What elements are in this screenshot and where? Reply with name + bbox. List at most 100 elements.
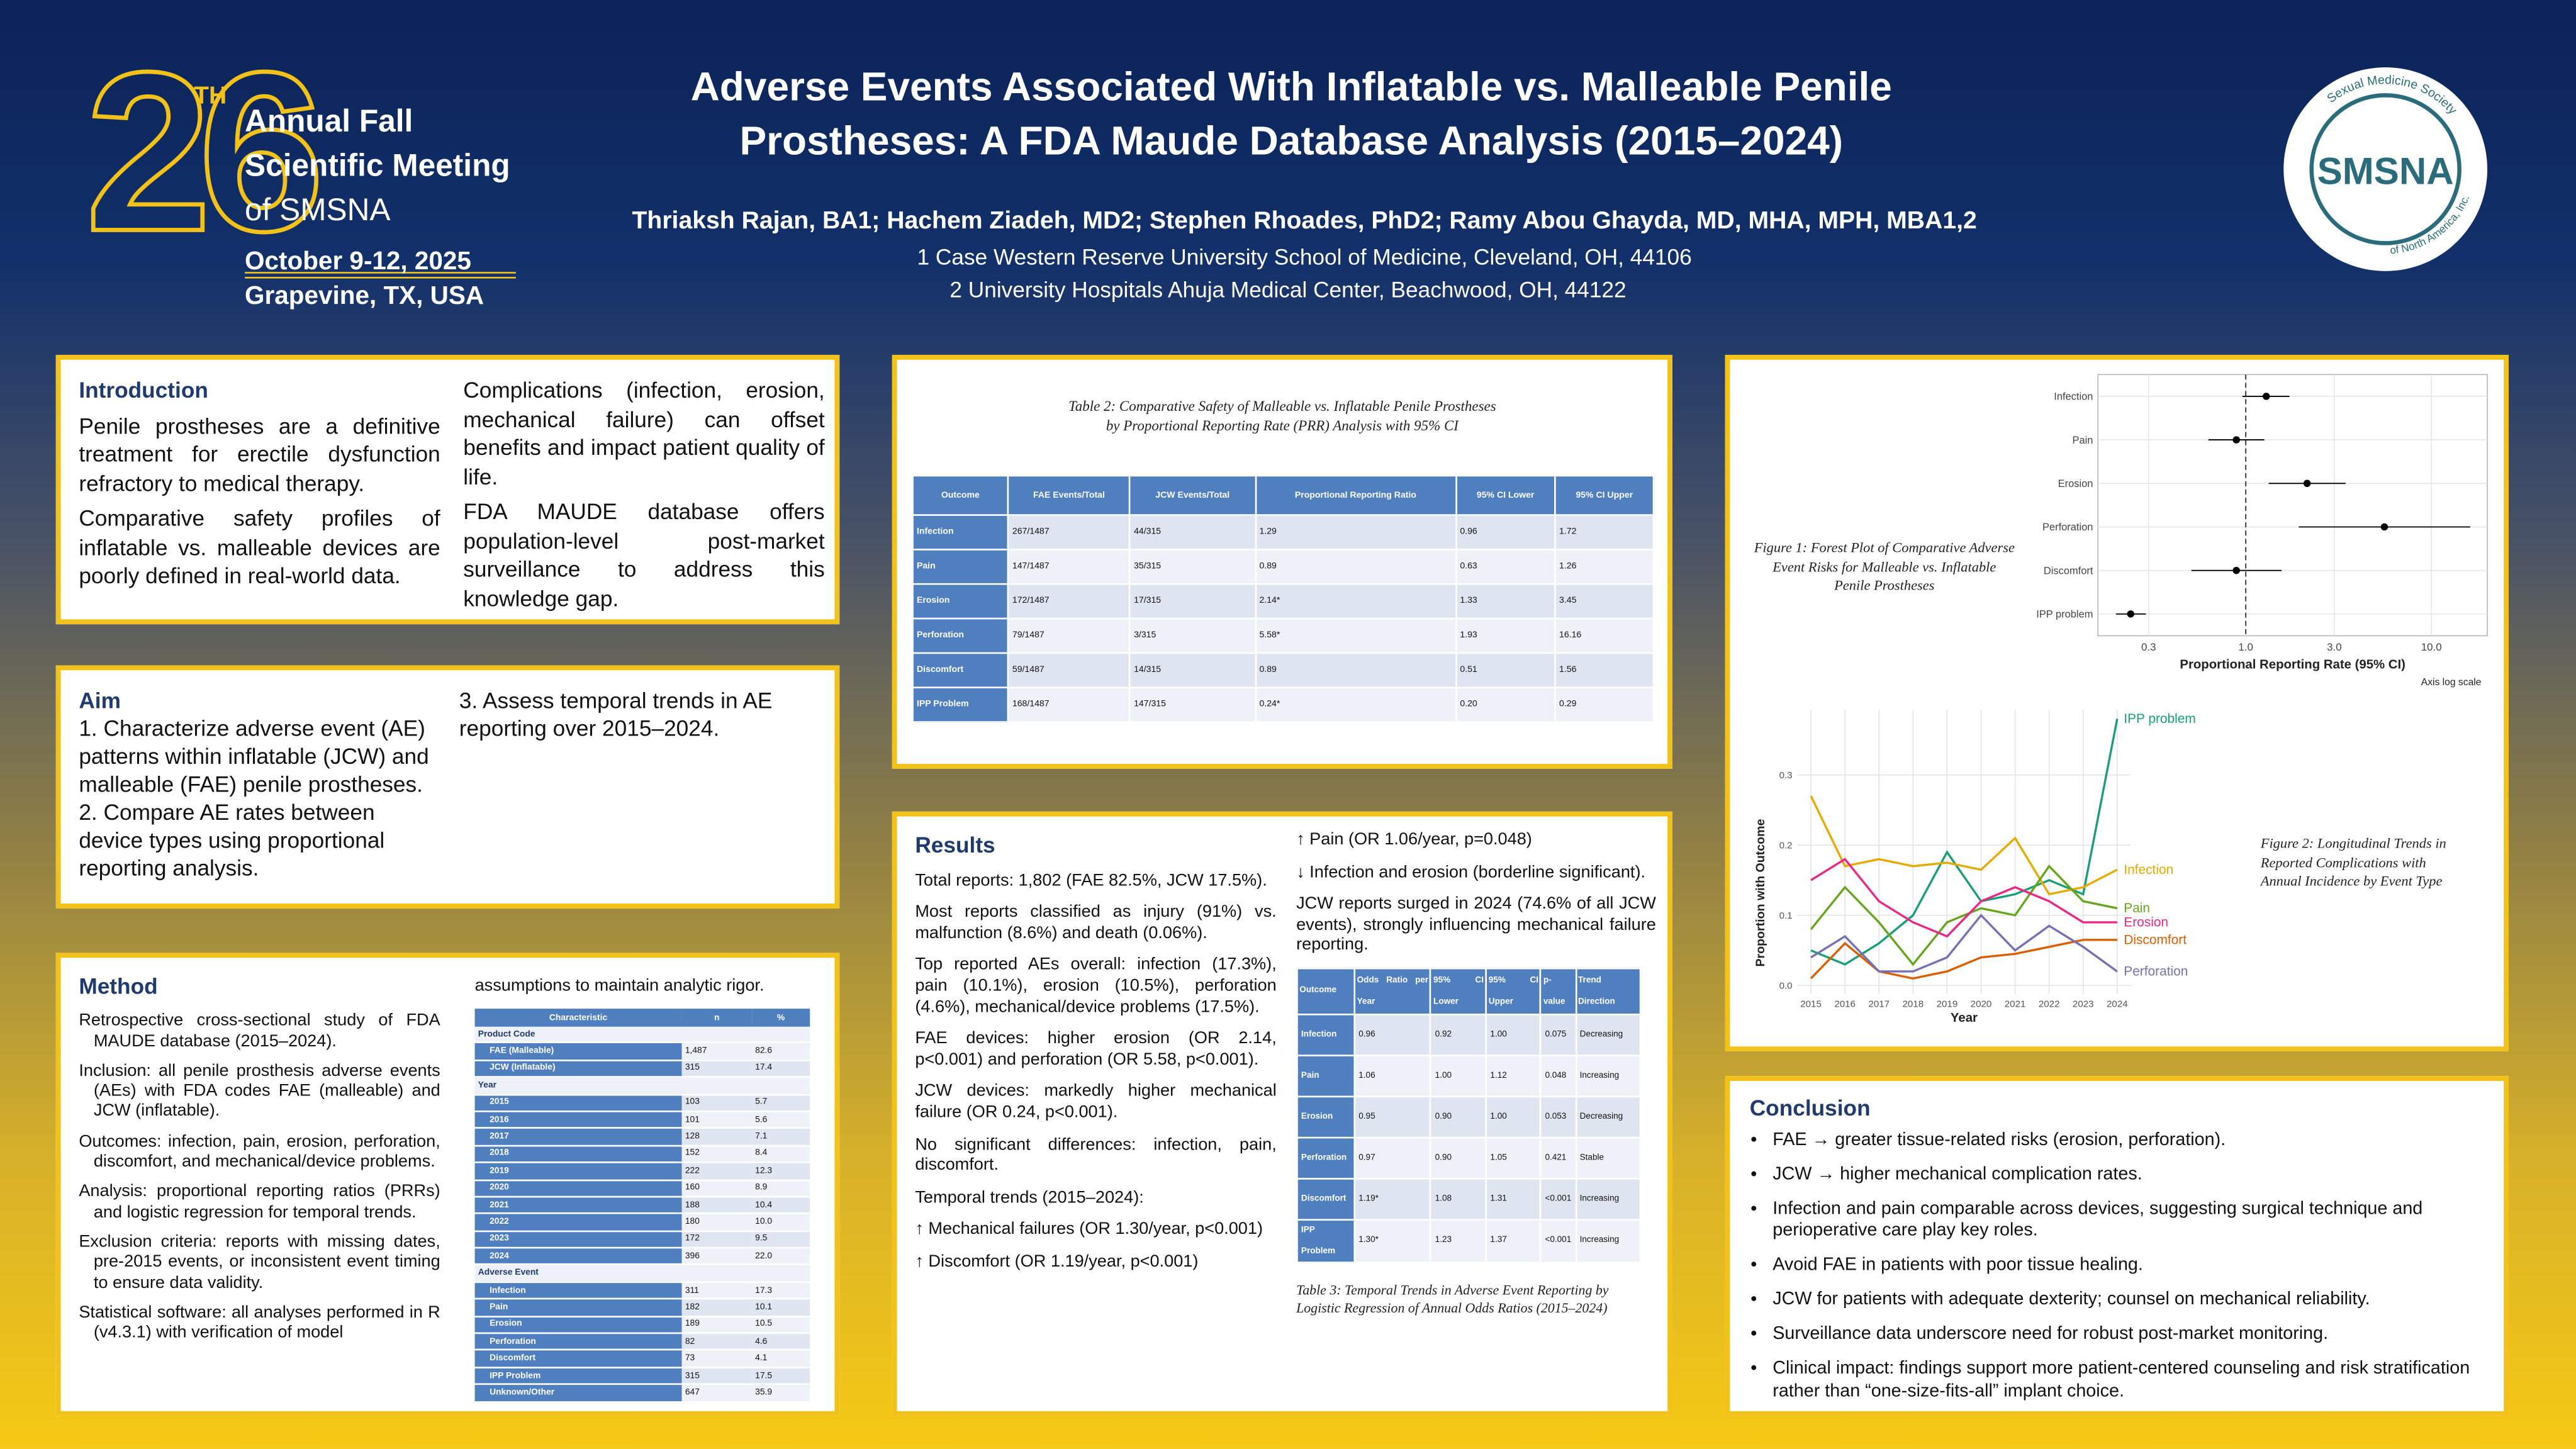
table-cell: 35/315 [1129,549,1257,585]
point [2303,479,2311,488]
y-tick-label: IPP problem [2036,609,2093,620]
x-tick-label: 2018 [1902,999,1924,1010]
paragraph: Outcomes: infection, pain, erosion, perf… [79,1133,440,1172]
x-tick-label: 2016 [1834,999,1856,1010]
table-cell: 182 [681,1299,752,1318]
table-cell: 10.5 [751,1316,810,1334]
column-header: Characteristic [474,1009,682,1027]
column: Method Retrospective cross-sectional stud… [79,975,440,1355]
table-cell: 0.20 [1455,686,1556,723]
series-line [1810,719,2119,966]
series-label: Pain [2124,901,2150,915]
paragraph: Analysis: proportional reporting ratios … [79,1183,440,1222]
y-tick-label: 0.2 [1779,840,1793,851]
table-row: Infection 0.96 0.92 1.00 0.075 Decreasing [1296,1014,1642,1057]
caption-line: by Proportional Reporting Rate (PRR) Ana… [1106,417,1459,434]
heading: Introduction [79,378,208,403]
table-row: Discomfort 73 4.1 [474,1350,810,1368]
table-cell: 0.95 [1353,1095,1432,1139]
table-cell: 315 [681,1367,752,1385]
x-tick-label: 2021 [2005,999,2026,1010]
table-cell: Perforation [474,1333,682,1351]
affiliation: 1 Case Western Reserve University School… [917,245,1692,269]
x-axis-title: Proportional Reporting Rate (95% CI) [2180,658,2405,672]
table-cell: Pain [1296,1055,1356,1098]
column: Introduction Penile prostheses are a defi… [79,376,440,597]
table-cell: 0.053 [1540,1095,1577,1139]
table-cell: Infection [474,1282,682,1301]
title-line: Adverse Events Associated With Inflatabl… [691,64,1892,109]
table-cell: 103 [681,1094,752,1112]
table-cell: 10.4 [751,1196,810,1215]
table-cell: Discomfort [912,652,1009,689]
table-cell: 2.14* [1254,583,1457,620]
affiliation: 2 University Hospitals Ahuja Medical Cen… [949,278,1626,303]
table-cell: IPP Problem [1296,1219,1356,1264]
paragraph: ↑ Pain (OR 1.06/year, p=0.048) [1296,831,1532,849]
data-table: Outcome Odds Ratio per Year 95% CI Lower 95… [1296,967,1642,1264]
table-cell: 0.29 [1554,686,1655,723]
table-cell: Perforation [912,617,1009,654]
heading: Aim [79,688,121,713]
table-cell: 152 [681,1145,752,1163]
paragraph: Temporal trends (2015–2024): [915,1189,1144,1207]
results-section: Results Total reports: 1,802 (FAE 82.5%, … [892,811,1672,1416]
paragraph: Inclusion: all penile prosthesis adverse… [79,1063,440,1121]
table-cell: 0.048 [1540,1055,1577,1098]
table-cell: 188 [681,1196,752,1215]
table-cell: 189 [681,1316,752,1334]
y-tick-label: Pain [2073,435,2093,446]
table-cell: 3/315 [1129,617,1257,654]
y-tick-label: Erosion [2058,478,2093,490]
paragraph: No significant differences: infection, p… [915,1136,1277,1175]
heading: Conclusion [1749,1095,1871,1121]
bullet: JCW → higher mechanical complication rat… [1772,1165,2484,1187]
table-cell: 311 [681,1282,752,1301]
paragraph: Complications (infection, erosion, mecha… [463,378,825,489]
table-cell: Increasing [1574,1178,1642,1221]
plot-panel [2097,374,2488,637]
table-cell: 2017 [474,1128,682,1146]
table-cell: JCW (Inflatable) [474,1060,682,1078]
table-cell: Infection [1296,1014,1356,1057]
table-cell: 1.31 [1485,1178,1542,1221]
table-cell: 9.5 [751,1231,810,1249]
point [2263,393,2270,400]
logo-location: Grapevine, TX, USA [245,281,484,310]
table-cell: <0.001 [1540,1178,1577,1221]
y-tick-label: Perforation [2042,522,2093,533]
table-cell: 168/1487 [1007,686,1131,723]
column-header: Proportional Reporting Ratio [1254,474,1457,516]
table-caption: Table 2: Comparative Safety of Malleable… [897,396,1668,435]
table-cell: 0.90 [1430,1137,1487,1180]
caption-line: Table 2: Comparative Safety of Malleable… [1068,397,1496,414]
table-row: Perforation 82 4.6 [474,1333,810,1351]
table-cell: Increasing [1574,1055,1642,1098]
x-tick-label: 2024 [2107,999,2128,1010]
table-cell: 12.3 [751,1162,810,1181]
table-row: 2019 222 12.3 [474,1162,810,1181]
series-label: IPP problem [2124,712,2196,726]
table-row: 2016 101 5.6 [474,1111,810,1129]
table-cell: Discomfort [474,1350,682,1368]
table-row: JCW (Inflatable) 315 17.4 [474,1060,810,1078]
table-cell: 172/1487 [1007,583,1131,620]
method-section: Method Retrospective cross-sectional stud… [55,953,840,1416]
series-line [1810,795,2118,896]
table-row: 2023 172 9.5 [474,1231,810,1249]
conclusion-section: Conclusion FAE → greater tissue-related r… [1725,1076,2509,1416]
table-cell: IPP Problem [474,1367,682,1385]
table-cell: 5.7 [751,1094,810,1112]
table-cell: 160 [681,1179,752,1198]
table-cell: 0.89 [1254,549,1457,585]
group-label: Adverse Event [474,1265,810,1283]
series-label: Erosion [2124,915,2168,929]
bullet: Surveillance data underscore need for ro… [1772,1324,2484,1346]
column-header: 95% CI Lower [1455,474,1556,516]
column-header: Odds Ratio per Year [1353,967,1432,1016]
logo-ring [2309,93,2461,245]
table-cell: 5.58* [1254,617,1457,654]
table-cell: 1.00 [1485,1014,1542,1057]
table-cell: 10.1 [751,1299,810,1318]
